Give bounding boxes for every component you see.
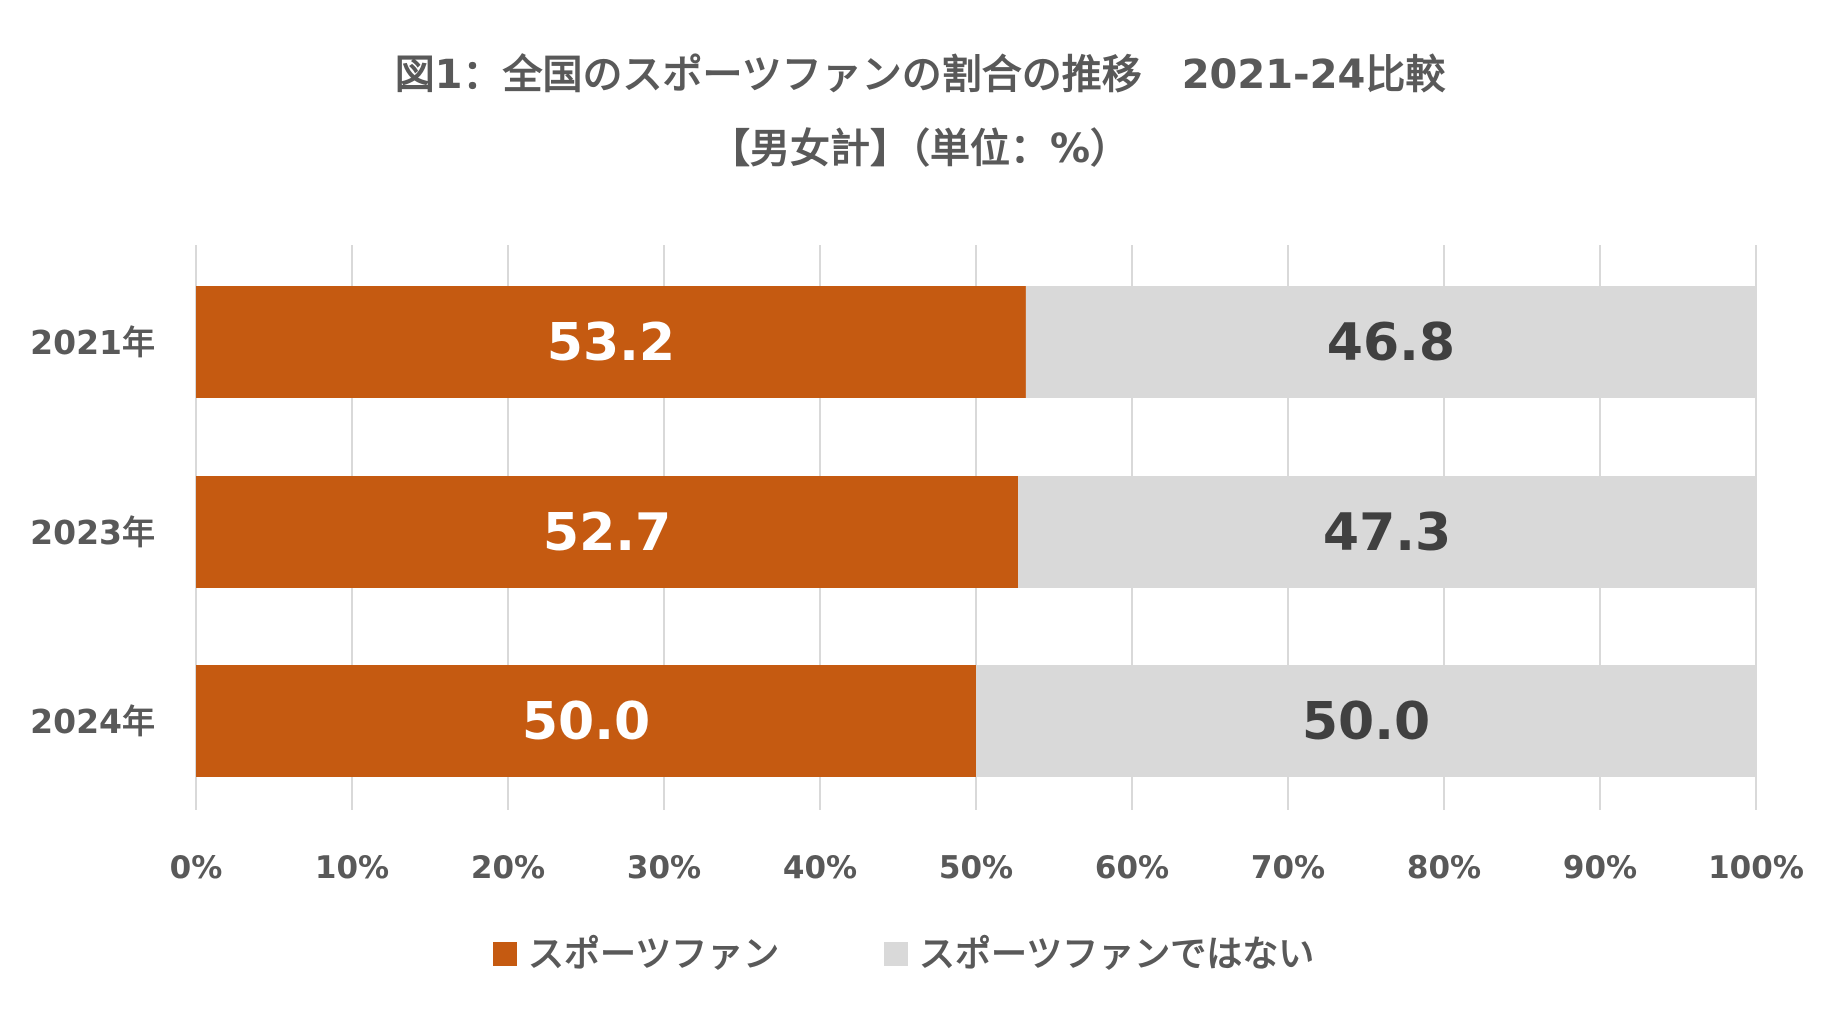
category-label-1: 2023年: [30, 513, 155, 552]
value-label-fan-1: 52.7: [543, 503, 671, 563]
tick-label-90: 90%: [1563, 850, 1637, 886]
chart-title: 図1：全国のスポーツファンの割合の推移 2021-24比較 【男女計】（単位：%…: [395, 52, 1447, 172]
value-label-non-fan-1: 47.3: [1323, 503, 1451, 563]
tick-label-40: 40%: [783, 850, 857, 886]
category-axis: 2021年 2023年 2024年: [30, 323, 155, 741]
category-label-0: 2021年: [30, 323, 155, 362]
bar-fan-1: [196, 476, 1019, 588]
value-label-non-fan-2: 50.0: [1302, 692, 1430, 752]
chart-title-line-1: 図1：全国のスポーツファンの割合の推移 2021-24比較: [395, 52, 1447, 98]
bar-non-fan-2: [976, 665, 1756, 777]
tick-label-60: 60%: [1095, 850, 1169, 886]
legend-label-fan: スポーツファン: [528, 933, 779, 975]
tick-label-10: 10%: [315, 850, 389, 886]
bar-non-fan-1: [1018, 476, 1756, 588]
tick-label-70: 70%: [1251, 850, 1325, 886]
tick-label-20: 20%: [471, 850, 545, 886]
value-axis: 0% 10% 20% 30% 40% 50% 60% 70% 80% 90% 100%: [170, 850, 1804, 886]
legend-swatch-fan: [493, 942, 517, 966]
value-label-fan-2: 50.0: [522, 692, 650, 752]
legend: スポーツファン スポーツファンではない: [493, 933, 1314, 975]
tick-label-80: 80%: [1407, 850, 1481, 886]
tick-label-0: 0%: [170, 850, 223, 886]
bar-fan-2: [196, 665, 976, 777]
value-label-non-fan-0: 46.8: [1327, 313, 1455, 373]
chart-title-line-2: 【男女計】（単位：%）: [710, 126, 1130, 172]
bars: 53.2 46.8 52.7 47.3 50.0 50.0: [196, 286, 1756, 777]
tick-label-100: 100%: [1708, 850, 1804, 886]
tick-label-50: 50%: [939, 850, 1013, 886]
legend-label-non-fan: スポーツファンではない: [919, 933, 1314, 975]
bar-fan-0: [196, 286, 1026, 398]
tick-label-30: 30%: [627, 850, 701, 886]
category-label-2: 2024年: [30, 702, 155, 741]
value-label-fan-0: 53.2: [547, 313, 675, 373]
bar-non-fan-0: [1025, 286, 1756, 398]
legend-swatch-non-fan: [884, 942, 908, 966]
